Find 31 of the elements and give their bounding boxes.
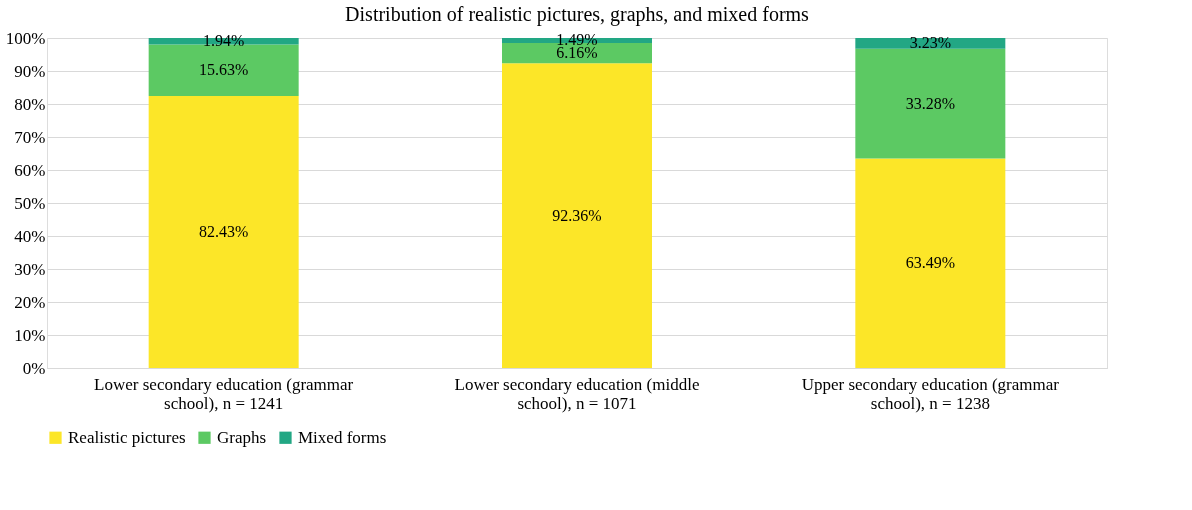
y-tick-label: 30% [14, 259, 46, 279]
data-label: 63.49% [905, 254, 955, 272]
bar [148, 44, 299, 96]
y-tick-label: 10% [14, 325, 46, 345]
y-tick-label: 40% [14, 226, 46, 246]
data-label: 33.28% [905, 94, 955, 112]
y-tick-label: 20% [14, 292, 46, 312]
bar [855, 38, 1006, 49]
x-tick-label: Lower secondary education (grammar school), n = 1241 [94, 374, 354, 413]
y-tick-label: 80% [14, 94, 46, 114]
legend-label: Mixed forms [298, 427, 387, 447]
bar [502, 63, 652, 368]
bar [855, 48, 1006, 159]
bar [855, 158, 1006, 368]
y-tick-label: 90% [14, 61, 46, 81]
y-tick-label: 70% [14, 127, 46, 147]
bar [148, 95, 299, 368]
data-label: 92.36% [552, 206, 602, 224]
x-tick-label: Upper secondary education (grammar school), n = 1238 [801, 374, 1060, 413]
y-tick-label: 50% [14, 193, 46, 213]
data-label: 15.63% [199, 61, 249, 79]
data-label: 6.16% [556, 44, 598, 62]
y-tick-label: 60% [14, 160, 46, 180]
data-label: 82.43% [199, 222, 249, 240]
chart-title: Distribution of realistic pictures, graphs, and mixed forms [345, 3, 810, 26]
y-tick-label: 100% [5, 28, 46, 48]
x-tick-label: Lower secondary education (middle school), n = 1071 [454, 374, 700, 413]
data-label: 3.23% [909, 34, 951, 52]
legend-label: Realistic pictures [68, 427, 186, 447]
legend-label: Graphs [217, 427, 267, 447]
y-tick-label: 0% [22, 358, 46, 378]
